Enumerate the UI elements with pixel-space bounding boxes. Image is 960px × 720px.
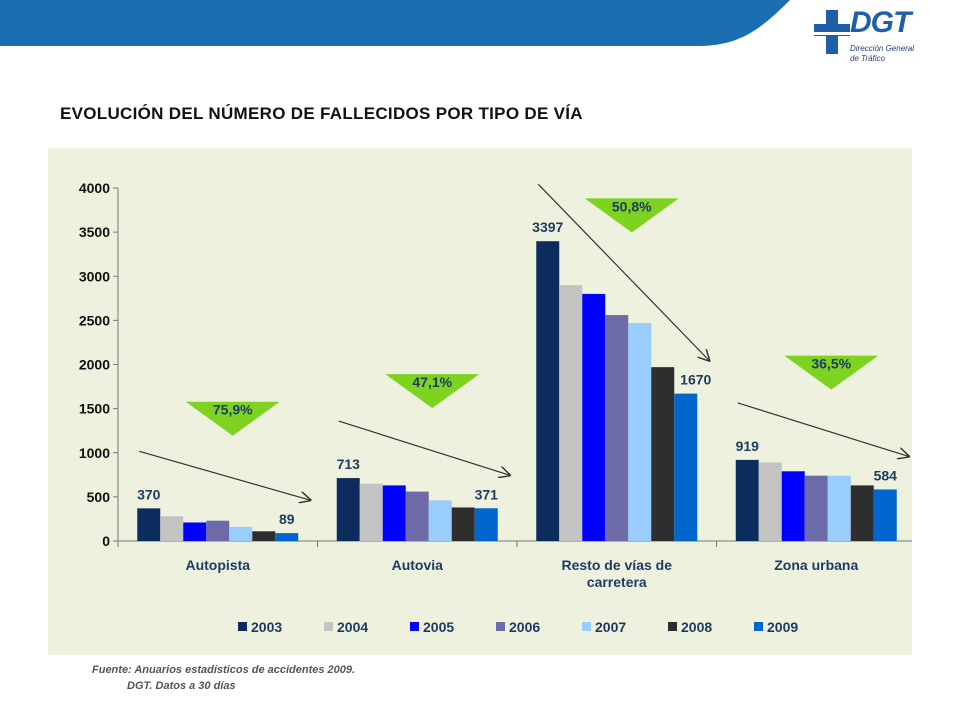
bar	[559, 285, 583, 541]
bar	[275, 533, 299, 541]
trend-arrow	[737, 402, 909, 457]
legend-label: 2003	[251, 619, 282, 635]
header-band	[0, 0, 790, 46]
bar	[605, 315, 629, 541]
bar	[873, 489, 897, 541]
logo-subtitle-1: Dirección General	[850, 44, 915, 53]
y-tick-label: 2500	[79, 312, 110, 328]
bar	[405, 491, 429, 541]
bar-chart: 0 500 1000 1500 2000 2500 3000 3500 4000 Autopist…	[79, 180, 912, 635]
reduction-label: 75,9%	[213, 402, 253, 418]
data-label: 919	[736, 438, 760, 454]
y-tick-label: 1500	[79, 401, 110, 417]
reduction-badge	[185, 401, 280, 436]
bar	[336, 478, 360, 541]
legend-swatch	[238, 622, 247, 631]
bar	[536, 241, 560, 541]
bar	[183, 522, 207, 541]
legend-label: 2005	[423, 619, 454, 635]
y-tick-label: 0	[102, 533, 110, 549]
chart-panel: 0 500 1000 1500 2000 2500 3000 3500 4000 Autopist…	[48, 148, 912, 655]
y-tick-label: 2000	[79, 357, 110, 373]
reduction-label: 36,5%	[811, 356, 851, 372]
legend-label: 2007	[595, 619, 626, 635]
bar	[850, 485, 874, 541]
legend-swatch	[668, 622, 677, 631]
x-category-label: Autovia	[392, 557, 444, 573]
legend-swatch	[582, 622, 591, 631]
trend-arrow	[537, 183, 709, 360]
data-label: 371	[475, 486, 499, 502]
bar	[474, 508, 498, 541]
data-label: 1670	[680, 372, 711, 388]
dgt-cross-icon	[814, 10, 850, 54]
bar	[428, 500, 452, 541]
bar	[628, 323, 652, 541]
dgt-logo: DGT Dirección General de Tráfico	[810, 4, 950, 64]
data-label: 370	[137, 486, 161, 502]
bar	[252, 531, 276, 541]
bar	[827, 475, 851, 541]
bar	[160, 516, 184, 541]
bar	[229, 526, 253, 541]
reduction-label: 50,8%	[612, 198, 652, 214]
y-tick-label: 500	[87, 489, 111, 505]
source-line-1: Fuente: Anuarios estadísticos de acciden…	[92, 664, 356, 676]
reduction-badge	[784, 355, 879, 390]
data-label: 3397	[532, 219, 563, 235]
legend-label: 2006	[509, 619, 540, 635]
y-tick-label: 3000	[79, 268, 110, 284]
data-label: 584	[874, 467, 898, 483]
page-title: EVOLUCIÓN DEL NÚMERO DE FALLECIDOS POR T…	[60, 104, 583, 123]
y-tick-label: 1000	[79, 445, 110, 461]
y-tick-label: 3500	[79, 224, 110, 240]
data-label: 89	[279, 511, 295, 527]
bar	[651, 367, 675, 541]
logo-text: DGT	[850, 6, 911, 39]
bar	[674, 393, 698, 541]
x-category-label: Resto de vías de	[562, 557, 673, 573]
bar	[382, 485, 406, 541]
bar	[137, 508, 161, 541]
trend-arrow	[139, 450, 310, 500]
bar	[781, 471, 805, 541]
legend-swatch	[496, 622, 505, 631]
logo-subtitle-2: de Tráfico	[850, 54, 885, 63]
header-band-shape	[0, 0, 790, 46]
reduction-label: 47,1%	[412, 374, 452, 390]
legend-label: 2009	[767, 619, 798, 635]
reduction-badge	[385, 374, 480, 409]
bar	[359, 483, 383, 541]
bar	[582, 293, 606, 541]
bar	[206, 520, 230, 541]
legend-label: 2004	[337, 619, 368, 635]
x-category-label: Autopista	[185, 557, 250, 573]
bar	[735, 459, 759, 541]
legend-swatch	[324, 622, 333, 631]
legend-swatch	[754, 622, 763, 631]
bar	[451, 507, 475, 541]
reduction-badge	[584, 198, 679, 233]
trend-arrow	[338, 420, 510, 475]
bar	[804, 475, 828, 541]
legend-swatch	[410, 622, 419, 631]
y-tick-label: 4000	[79, 180, 110, 196]
source-line-2: DGT. Datos a 30 días	[127, 680, 236, 692]
x-category-label: carretera	[587, 574, 647, 590]
bar	[758, 462, 782, 541]
legend-label: 2008	[681, 619, 712, 635]
data-label: 713	[337, 456, 361, 472]
x-category-label: Zona urbana	[774, 557, 858, 573]
